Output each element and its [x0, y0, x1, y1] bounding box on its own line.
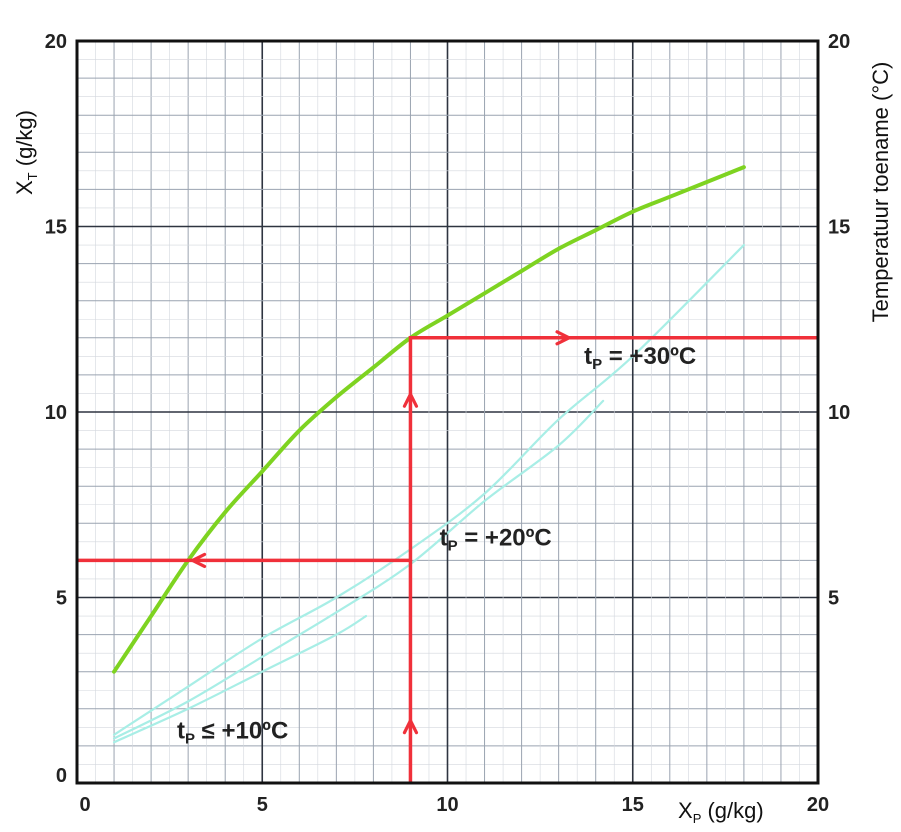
series-line-2 [112, 399, 605, 740]
arrow-left-icon [190, 552, 207, 568]
y-tick-label: 20 [45, 31, 67, 53]
y2-tick-label: 5 [828, 588, 839, 610]
x-axis-title: XP (g/kg) [678, 798, 764, 826]
x-tick-label: 5 [257, 794, 268, 816]
curve-label-2: tP ≤ +10ºC [177, 717, 288, 747]
x-tick-label: 10 [436, 794, 458, 816]
x-tick-label: 0 [79, 794, 90, 816]
reference-lines [77, 330, 818, 783]
curve-label-0: tP = +30ºC [584, 343, 696, 373]
y2-tick-label: 20 [828, 31, 850, 53]
y-tick-label: 10 [45, 402, 67, 424]
tick-labels: 0 5 10 15 20 0 5 10 15 20 5 10 15 20 [45, 31, 851, 816]
reference-line-0 [408, 336, 818, 783]
arrow-up-icon [402, 392, 419, 408]
grid [77, 41, 818, 783]
y-axis-title: XT (g/kg) [12, 110, 40, 195]
x-tick-label: 20 [807, 794, 829, 816]
arrow-up-icon [402, 719, 419, 735]
curve-label-1: tP = +20ºC [440, 525, 552, 555]
series-line-0 [112, 165, 746, 674]
y2-axis-title: Temperatuur toename (°C) [868, 62, 893, 323]
series-line-3 [112, 614, 368, 744]
y2-tick-label: 10 [828, 402, 850, 424]
series-line-1 [112, 243, 745, 736]
curve-labels: tP = +30ºC tP = +20ºC tP ≤ +10ºC [177, 343, 696, 748]
x-tick-label: 15 [622, 794, 644, 816]
y-tick-label: 0 [56, 765, 67, 787]
series-layer [112, 165, 746, 744]
plot-frame [75, 39, 820, 785]
y-tick-label: 15 [45, 217, 67, 239]
y-tick-label: 5 [56, 588, 67, 610]
arrow-right-icon [555, 330, 571, 346]
y2-tick-label: 15 [828, 217, 850, 239]
